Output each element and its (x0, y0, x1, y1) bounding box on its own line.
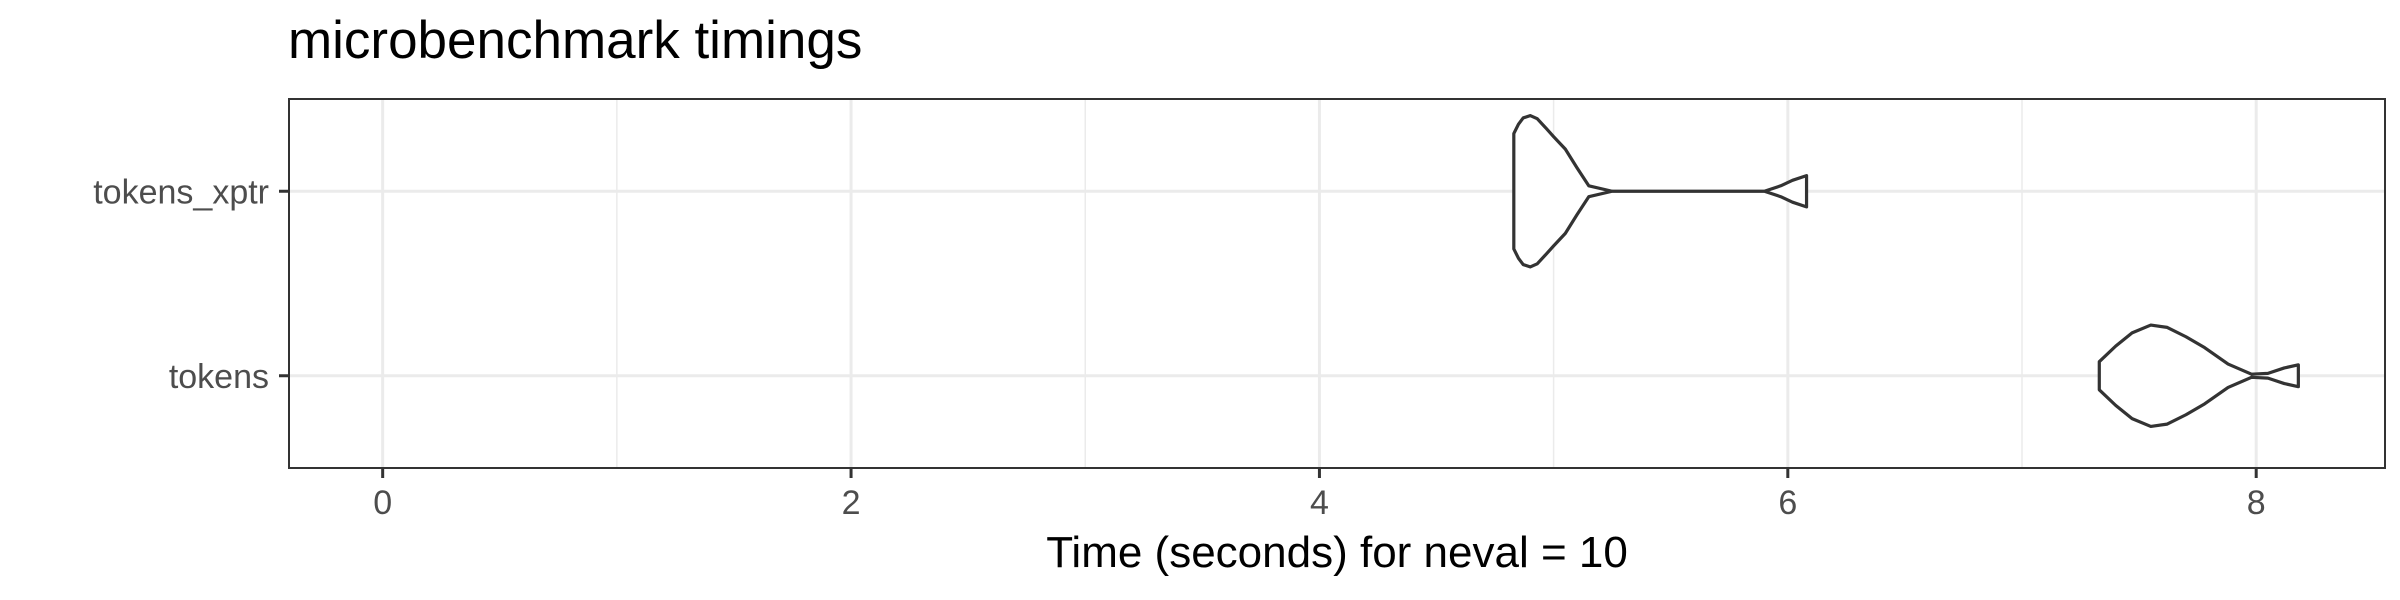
x-tick-label: 2 (842, 484, 861, 522)
x-tick-label: 0 (373, 484, 392, 522)
x-tick-label: 6 (1778, 484, 1797, 522)
violin-tokens-xptr (1512, 113, 1809, 269)
violin-tokens (2097, 323, 2300, 429)
y-tick-label: tokens (169, 358, 269, 396)
x-axis-title: Time (seconds) for neval = 10 (1046, 528, 1628, 577)
x-tick-label: 8 (2247, 484, 2266, 522)
gridlines (289, 99, 2385, 468)
chart-title: microbenchmark timings (288, 11, 862, 70)
panel-border (288, 98, 2386, 469)
x-tick-label: 4 (1310, 484, 1329, 522)
violins (1512, 113, 2300, 429)
y-tick-label: tokens_xptr (93, 173, 269, 211)
x-axis: 0 2 4 6 8 (373, 468, 2266, 522)
plot-panel (289, 99, 2385, 468)
